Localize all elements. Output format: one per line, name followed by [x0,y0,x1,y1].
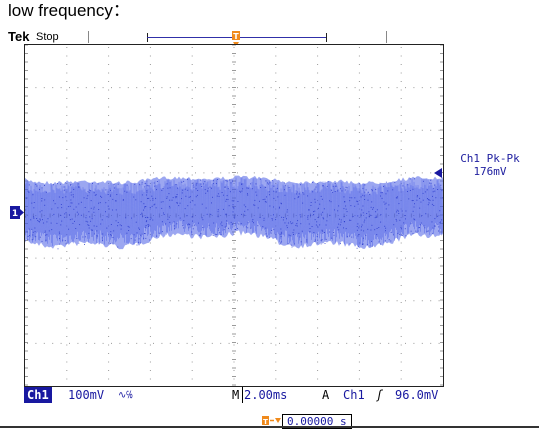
scope-brand: Tek [8,29,30,44]
waveform-canvas [24,44,444,386]
trigger-position-readout[interactable]: 0.00000 s [282,414,352,429]
bottom-rule [0,426,539,428]
timebase[interactable]: 2.00ms [242,387,288,403]
timebase-prefix: M [232,388,240,402]
measurement-readout: Ch1 Pk-Pk 176mV [450,152,530,178]
trigger-position-icon: T [262,416,281,426]
coupling-icon: ∿℅ [118,390,133,401]
status-bar: Ch1 100mV ∿℅ M 2.00ms A Ch1 ʃ 96.0mV [22,387,502,403]
channel-badge[interactable]: Ch1 [24,387,52,403]
measurement-label: Ch1 Pk-Pk [460,152,520,165]
trigger-source: Ch1 [343,388,365,402]
caption: low frequency： [8,1,130,20]
top-divider [88,31,89,43]
scope-display [24,44,444,387]
channel-marker-label: 1 [12,209,18,219]
trigger-level: 96.0mV [395,388,439,402]
volts-per-div: 100mV [68,388,105,402]
waveform-trace [24,175,444,250]
run-state: Stop [36,31,59,43]
svg-text:T: T [263,418,268,426]
trigger-level-marker[interactable] [434,168,442,178]
measurement-value: 176mV [473,165,507,178]
channel-1-marker[interactable]: 1 [10,206,24,219]
trigger-marker-label: T [233,32,239,41]
trigger-slope-icon: ʃ [376,388,384,402]
top-divider [386,31,387,43]
trigger-mode: A [322,388,330,402]
